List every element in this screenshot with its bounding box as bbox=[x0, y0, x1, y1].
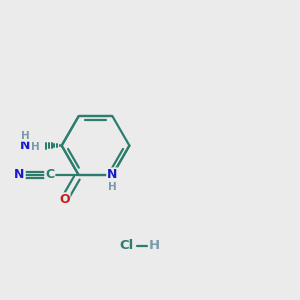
Text: N: N bbox=[20, 139, 31, 152]
Text: Cl: Cl bbox=[119, 239, 134, 252]
Text: H: H bbox=[21, 131, 30, 141]
Text: C: C bbox=[45, 168, 54, 182]
Text: H: H bbox=[31, 142, 40, 152]
Text: O: O bbox=[59, 193, 70, 206]
Text: H: H bbox=[108, 182, 117, 192]
Text: N: N bbox=[107, 168, 118, 182]
Text: N: N bbox=[14, 168, 25, 182]
Text: H: H bbox=[149, 239, 160, 252]
